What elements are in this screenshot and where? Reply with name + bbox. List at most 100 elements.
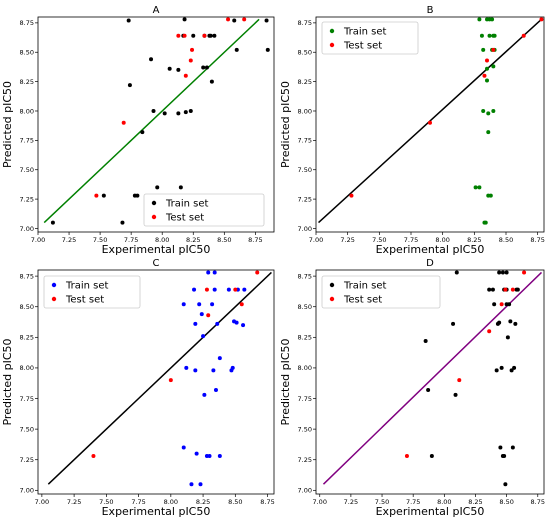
x-tick-label: 8.75 xyxy=(530,236,544,244)
y-tick-label: 8.00 xyxy=(298,107,312,115)
train-set-point xyxy=(503,482,508,487)
x-tick-label: 7.50 xyxy=(372,236,386,244)
train-set-point xyxy=(234,320,239,325)
train-set-point xyxy=(486,130,491,135)
x-tick-label: 8.00 xyxy=(164,498,178,506)
x-tick-label: 7.25 xyxy=(62,236,76,244)
x-tick-label: 7.75 xyxy=(404,236,418,244)
x-tick-label: 8.50 xyxy=(228,498,242,506)
train-set-point xyxy=(198,482,203,487)
legend-marker xyxy=(329,42,335,48)
train-set-point xyxy=(512,365,517,370)
legend-marker xyxy=(329,28,335,34)
train-set-point xyxy=(500,270,505,275)
train-set-point xyxy=(513,321,518,326)
train-set-point xyxy=(507,302,512,307)
panel-title: D xyxy=(426,258,434,269)
y-tick-label: 8.50 xyxy=(298,303,312,311)
plot-area xyxy=(322,270,543,487)
y-tick-label: 8.00 xyxy=(20,107,34,115)
test-set-point xyxy=(349,193,354,198)
test-set-point xyxy=(168,378,173,383)
legend-box xyxy=(143,193,265,227)
chart-panel-c: C 7.00 7.25 7.50 7.75 8.00 8.25 8.50 8.75 7.00 7.2… xyxy=(1,258,275,518)
train-set-point xyxy=(188,108,193,113)
y-axis-label: Predicted pIC50 xyxy=(279,338,292,425)
x-tick-label: 8.00 xyxy=(437,498,451,506)
train-set-point xyxy=(510,445,515,450)
train-set-point xyxy=(212,270,217,275)
test-set-point xyxy=(482,73,487,78)
train-set-point xyxy=(178,185,183,190)
legend-marker xyxy=(329,282,335,288)
legend: Train set Test set xyxy=(321,275,441,309)
test-set-point xyxy=(404,454,409,459)
legend-entry: Train set xyxy=(343,281,387,292)
chart-panel-a: A 7.00 7.25 7.50 7.75 8.00 8.25 8.50 8.75 7.00 7.2… xyxy=(1,5,275,256)
test-set-point xyxy=(457,378,462,383)
x-tick-label: 8.00 xyxy=(435,236,449,244)
train-set-point xyxy=(230,365,235,370)
y-tick-label: 8.00 xyxy=(298,364,312,372)
train-set-point xyxy=(498,445,503,450)
train-set-point xyxy=(184,365,189,370)
fit-line xyxy=(322,271,543,485)
x-tick-label: 7.50 xyxy=(99,498,113,506)
y-tick-label: 8.75 xyxy=(20,272,34,280)
x-tick-label: 7.75 xyxy=(406,498,420,506)
train-set-point xyxy=(265,47,270,52)
train-set-point xyxy=(50,220,55,225)
train-set-point xyxy=(162,111,167,116)
train-set-point xyxy=(176,67,181,72)
train-set-point xyxy=(502,454,507,459)
test-set-point xyxy=(226,17,231,22)
train-set-point xyxy=(451,321,456,326)
legend-box xyxy=(321,275,441,309)
chart-panel-d: D 7.00 7.25 7.50 7.75 8.00 8.25 8.50 8.75 7.00 7.2… xyxy=(279,258,545,518)
train-set-point xyxy=(264,18,269,23)
test-set-point xyxy=(190,47,195,52)
test-set-point xyxy=(94,193,99,198)
train-set-point xyxy=(182,17,187,22)
x-axis-label: Experimental pIC50 xyxy=(102,505,211,518)
train-set-point xyxy=(183,110,188,115)
train-set-point xyxy=(135,193,140,198)
train-set-point xyxy=(492,33,497,38)
train-set-point xyxy=(497,270,502,275)
train-set-point xyxy=(194,451,199,456)
chart-panel-b: B 7.00 7.25 7.50 7.75 8.00 8.25 8.50 8.75 7.00 7.2… xyxy=(279,5,545,256)
train-set-point xyxy=(189,482,194,487)
test-set-point xyxy=(522,270,527,275)
legend-marker xyxy=(329,296,335,302)
test-set-point xyxy=(487,329,492,334)
y-tick-label: 7.00 xyxy=(298,225,312,233)
test-set-point xyxy=(183,73,188,78)
train-set-point xyxy=(481,47,486,52)
train-set-point xyxy=(204,65,209,70)
train-set-point xyxy=(208,33,213,38)
x-tick-label: 7.25 xyxy=(340,236,354,244)
train-set-point xyxy=(210,302,215,307)
train-set-point xyxy=(191,33,196,38)
legend-box xyxy=(321,21,419,55)
x-tick-label: 8.75 xyxy=(248,236,262,244)
y-tick-label: 8.50 xyxy=(20,303,34,311)
y-tick-label: 7.75 xyxy=(20,137,34,145)
legend-entry: Test set xyxy=(65,295,104,306)
y-tick-label: 8.25 xyxy=(298,334,312,342)
fit-line xyxy=(47,271,272,485)
x-tick-label: 7.00 xyxy=(31,236,45,244)
x-tick-label: 8.50 xyxy=(499,236,513,244)
plot-area xyxy=(318,17,544,225)
train-set-point xyxy=(241,323,246,328)
y-tick-label: 8.25 xyxy=(20,334,34,342)
train-set-point xyxy=(215,321,220,326)
train-set-point xyxy=(494,368,499,373)
y-tick-label: 8.25 xyxy=(20,78,34,86)
y-tick-label: 8.50 xyxy=(20,49,34,57)
y-tick-label: 7.50 xyxy=(20,166,34,174)
y-tick-label: 8.75 xyxy=(298,19,312,27)
train-set-point xyxy=(213,387,218,392)
legend-box xyxy=(43,275,141,309)
